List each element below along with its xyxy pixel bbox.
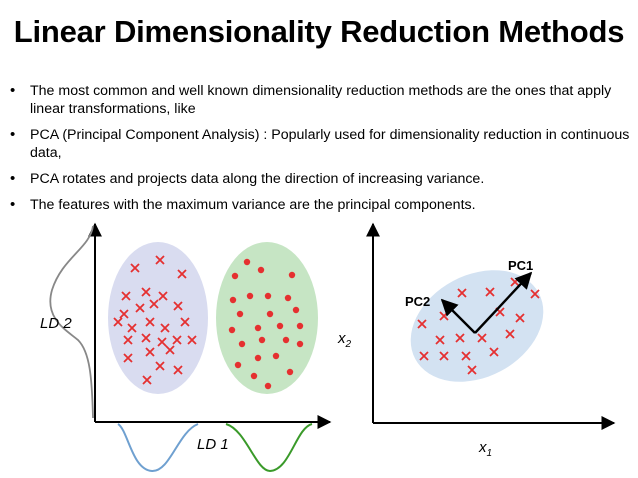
dot-marker [292,306,300,314]
x-marker [155,361,165,371]
dot-marker [238,340,246,348]
pc2-label: PC2 [405,294,430,309]
dot-marker [266,310,274,318]
x-marker [439,351,449,361]
x-marker [173,301,183,311]
x-marker [417,319,427,329]
bullet-item: PCA rotates and projects data along the … [8,170,634,188]
dot-marker [246,292,254,300]
x-marker [180,317,190,327]
bullet-item: The features with the maximum variance a… [8,196,634,214]
x-marker [455,333,465,343]
ld1-green-curve [225,423,313,473]
dot-marker [254,324,262,332]
class-a-markers [113,255,197,385]
x-marker [145,347,155,357]
ld1-label: LD 1 [197,436,229,453]
x-marker [515,313,525,323]
x-marker [123,335,133,345]
x-marker [127,323,137,333]
x-marker [113,317,123,327]
dot-marker [229,296,237,304]
dot-marker [296,322,304,330]
x-marker [165,345,175,355]
dot-marker [272,352,280,360]
x-marker [130,263,140,273]
bullet-item: The most common and well known dimension… [8,82,634,118]
x-marker [121,291,131,301]
dot-marker [257,266,265,274]
x-marker [119,309,129,319]
x-marker [177,269,187,279]
x-marker [145,317,155,327]
dot-marker [288,271,296,279]
x-marker [141,333,151,343]
ld1-blue-curve [117,423,199,473]
x-marker [477,333,487,343]
x-marker [485,287,495,297]
lda-diagram: LD 2 LD 1 [40,222,332,473]
pca-data-cloud [410,270,544,382]
x-marker [135,303,145,313]
x-marker [461,351,471,361]
x-marker [467,365,477,375]
x-marker [158,291,168,301]
dot-marker [228,326,236,334]
dot-marker [296,340,304,348]
x-marker [172,335,182,345]
class-b-markers [228,258,304,390]
x-marker [187,335,197,345]
bullet-item: PCA (Principal Component Analysis) : Pop… [8,126,634,162]
pc1-label: PC1 [508,258,533,273]
x1-axis-label: x1 [478,439,492,459]
dot-marker [264,382,272,390]
x-marker [505,329,515,339]
x-marker [530,289,540,299]
x-marker [149,299,159,309]
dot-marker [264,292,272,300]
pca-diagram: PC1 PC2 x2 x1 [337,222,616,459]
x2-axis-label: x2 [337,330,352,350]
x-marker [141,287,151,297]
x-marker [457,288,467,298]
dot-marker [231,272,239,280]
dot-marker [258,336,266,344]
class-b-cluster [216,242,318,394]
dot-marker [276,322,284,330]
x-marker [157,337,167,347]
dot-marker [234,361,242,369]
x-marker [489,347,499,357]
pc1-arrow [474,271,533,334]
x-marker [123,353,133,363]
dot-marker [236,310,244,318]
x-marker [142,375,152,385]
ld2-distribution-curve [49,225,94,419]
pc2-arrow [440,298,476,334]
x-marker [173,365,183,375]
dot-marker [243,258,251,266]
dot-marker [284,294,292,302]
slide-title: Linear Dimensionality Reduction Methods [13,14,625,49]
dot-marker [254,354,262,362]
dot-marker [286,368,294,376]
bullet-list: The most common and well known dimension… [8,82,634,222]
dot-marker [282,336,290,344]
x-marker [419,351,429,361]
class-a-cluster [108,242,208,394]
x-marker [155,255,165,265]
dot-marker [250,372,258,380]
x-marker [160,323,170,333]
ld2-label: LD 2 [40,315,72,332]
x-marker [435,335,445,345]
